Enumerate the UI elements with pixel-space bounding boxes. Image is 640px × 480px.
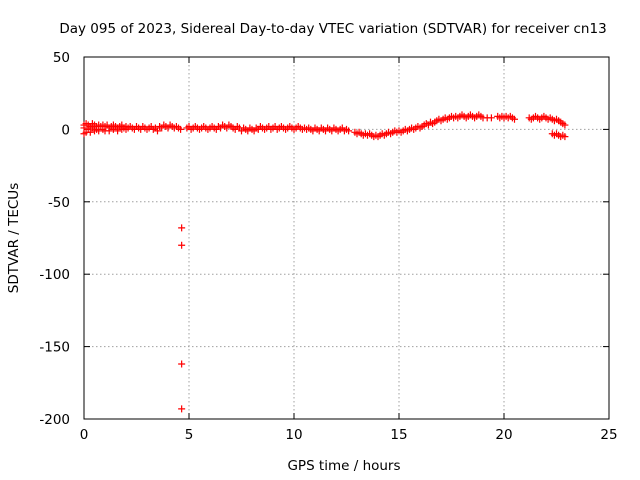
y-axis-title: SDTVAR / TECUs bbox=[6, 183, 22, 293]
data-point bbox=[105, 127, 113, 135]
data-point bbox=[86, 128, 94, 136]
chart-title: Day 095 of 2023, Sidereal Day-to-day VTE… bbox=[59, 21, 606, 37]
x-tick-label: 0 bbox=[80, 427, 89, 443]
axis-ticks: 0 5 10 15 20 25 50 0 -50 -100 -150 -200 bbox=[39, 50, 617, 443]
data-points bbox=[80, 111, 569, 413]
data-point bbox=[178, 241, 186, 249]
data-point bbox=[154, 127, 161, 135]
y-tick-label: -150 bbox=[39, 340, 70, 356]
y-tick-label: -200 bbox=[39, 412, 70, 428]
y-tick-label: 50 bbox=[53, 50, 70, 66]
y-tick-label: -50 bbox=[48, 195, 70, 211]
x-tick-label: 10 bbox=[285, 427, 302, 443]
data-point bbox=[95, 127, 103, 135]
data-point bbox=[345, 127, 353, 135]
data-point bbox=[178, 360, 186, 368]
data-point bbox=[511, 115, 518, 123]
data-point bbox=[561, 121, 569, 129]
data-point bbox=[177, 125, 185, 133]
plot-frame bbox=[83, 56, 610, 420]
grid-lines bbox=[84, 57, 609, 419]
data-point bbox=[114, 127, 122, 135]
y-tick-label: 0 bbox=[61, 122, 70, 138]
data-point bbox=[561, 133, 569, 141]
x-tick-label: 25 bbox=[600, 427, 617, 443]
y-tick-label: -100 bbox=[39, 267, 70, 283]
x-tick-label: 20 bbox=[495, 427, 512, 443]
data-point bbox=[487, 114, 495, 122]
data-point bbox=[178, 405, 186, 413]
x-axis-title: GPS time / hours bbox=[287, 458, 400, 474]
x-tick-label: 5 bbox=[185, 427, 194, 443]
data-point bbox=[178, 224, 186, 232]
x-tick-label: 15 bbox=[390, 427, 407, 443]
